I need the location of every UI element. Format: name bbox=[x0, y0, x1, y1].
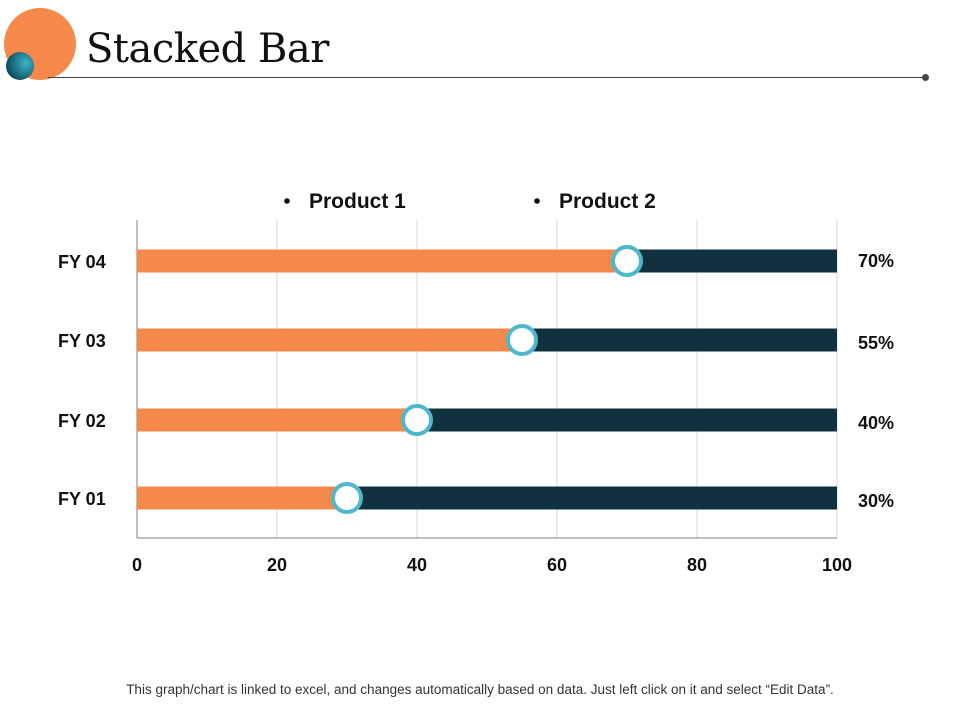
bar-product-2-2[interactable] bbox=[417, 408, 837, 432]
y-category-label-2: FY 02 bbox=[58, 411, 106, 431]
bar-marker-3 bbox=[506, 324, 538, 356]
bar-product-1-4[interactable] bbox=[137, 249, 627, 273]
x-tick-label-20: 20 bbox=[267, 555, 287, 575]
title-divider bbox=[48, 77, 926, 78]
bar-product-2-3[interactable] bbox=[522, 328, 837, 352]
bar-product-2-1[interactable] bbox=[347, 486, 837, 510]
title-divider-dot bbox=[922, 74, 929, 81]
bar-marker-4 bbox=[611, 245, 643, 277]
page-title: Stacked Bar bbox=[86, 26, 329, 72]
stacked-bar-chart[interactable]: 0 20 40 60 80 100 FY 01 30% FY 02 40% FY 03 55% FY 0… bbox=[0, 0, 960, 660]
data-label-1: 30% bbox=[858, 491, 894, 511]
x-tick-label-80: 80 bbox=[687, 555, 707, 575]
y-category-label-4: FY 04 bbox=[58, 252, 106, 272]
y-category-label-1: FY 01 bbox=[58, 489, 106, 509]
decorative-teal-circle bbox=[6, 52, 34, 80]
legend-entry-2: Product 2 bbox=[559, 190, 656, 213]
bar-product-1-2[interactable] bbox=[137, 408, 417, 432]
data-label-2: 40% bbox=[858, 413, 894, 433]
legend-entry-1: Product 1 bbox=[309, 190, 406, 213]
bar-marker-2 bbox=[401, 404, 433, 436]
data-label-3: 55% bbox=[858, 333, 894, 353]
x-tick-label-40: 40 bbox=[407, 555, 427, 575]
x-tick-label-100: 100 bbox=[822, 555, 852, 575]
data-label-4: 70% bbox=[858, 251, 894, 271]
bar-product-1-3[interactable] bbox=[137, 328, 522, 352]
bar-product-1-1[interactable] bbox=[137, 486, 347, 510]
y-category-label-3: FY 03 bbox=[58, 331, 106, 351]
legend-bullet-2 bbox=[534, 198, 540, 204]
x-tick-label-60: 60 bbox=[547, 555, 567, 575]
x-tick-label-0: 0 bbox=[132, 555, 142, 575]
legend-bullet-1 bbox=[284, 198, 290, 204]
bar-marker-1 bbox=[331, 482, 363, 514]
footer-note: This graph/chart is linked to excel, and… bbox=[126, 682, 834, 697]
bar-product-2-4[interactable] bbox=[627, 249, 837, 273]
